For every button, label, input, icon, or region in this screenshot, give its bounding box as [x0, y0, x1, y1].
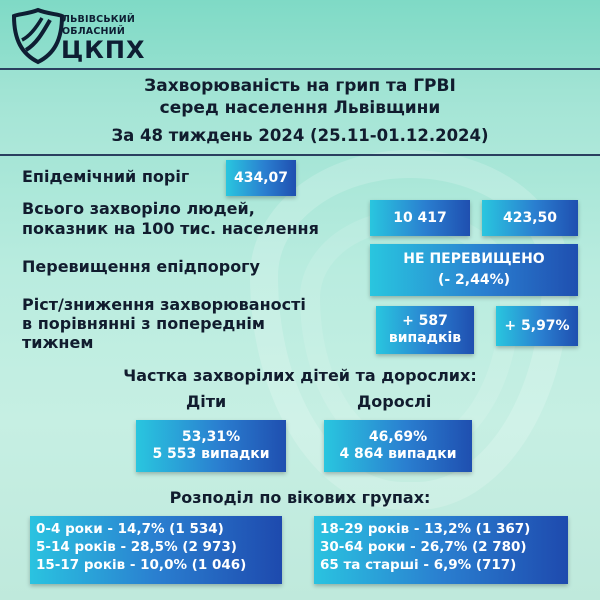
- title-line1: Захворюваність на грип та ГРВІ: [144, 76, 456, 96]
- age-group-row: 65 та старші - 6,9% (717): [320, 557, 517, 573]
- adults-percent: 46,69%: [368, 429, 428, 445]
- org-name-line1: ЛЬВІВСЬКИЙ: [62, 14, 136, 25]
- age-group-row: 30-64 роки - 26,7% (2 780): [320, 539, 527, 555]
- adults-cases: 4 864 випадки: [339, 446, 457, 462]
- change-label-line3: тижнем: [22, 333, 94, 352]
- org-abbreviation: ЦКПХ: [61, 36, 146, 64]
- title-band: [0, 68, 600, 156]
- period-title: За 48 тиждень 2024 (25.11-01.12.2024): [111, 126, 489, 145]
- change-cases-word: випадків: [388, 330, 462, 346]
- threshold-label: Епідемічний поріг: [22, 167, 190, 186]
- exceed-status-box: НЕ ПЕРЕВИЩЕНО (- 2,44%): [370, 244, 578, 296]
- total-label-line2: показник на 100 тис. населення: [22, 219, 319, 238]
- age-group-row: 5-14 років - 28,5% (2 973): [36, 539, 237, 555]
- age-groups-children-box: 0-4 роки - 14,7% (1 534) 5-14 років - 28…: [30, 516, 282, 584]
- title-line2: серед населення Львівщини: [159, 98, 441, 118]
- threshold-value: 434,07: [233, 169, 289, 186]
- change-label-line2: в порівнянні з попереднім: [22, 314, 265, 333]
- children-label: Діти: [186, 392, 227, 411]
- total-cases-box: 10 417: [370, 200, 470, 236]
- shield-logo-icon: [11, 7, 65, 65]
- total-label-line1: Всього захворіло людей,: [22, 199, 255, 218]
- adults-share-box: 46,69% 4 864 випадки: [324, 420, 472, 472]
- total-rate-box: 423,50: [482, 200, 578, 236]
- change-percent: + 5,97%: [504, 317, 570, 334]
- change-cases-box: + 587 випадків: [376, 306, 474, 354]
- age-group-row: 0-4 роки - 14,7% (1 534): [36, 521, 224, 537]
- share-heading: Частка захворілих дітей та дорослих:: [123, 366, 477, 385]
- age-groups-adults-box: 18-29 років - 13,2% (1 367) 30-64 роки -…: [314, 516, 568, 584]
- children-share-box: 53,31% 5 553 випадки: [136, 420, 286, 472]
- age-group-row: 15-17 років - 10,0% (1 046): [36, 557, 247, 573]
- threshold-value-box: 434,07: [226, 160, 296, 196]
- age-group-row: 18-29 років - 13,2% (1 367): [320, 521, 531, 537]
- adults-label: Дорослі: [357, 392, 432, 411]
- exceed-percent: (- 2,44%): [437, 272, 511, 288]
- exceed-status: НЕ ПЕРЕВИЩЕНО: [403, 251, 545, 267]
- change-cases-number: + 587: [402, 313, 448, 329]
- children-percent: 53,31%: [181, 429, 241, 445]
- change-label-line1: Ріст/зниження захворюваності: [22, 295, 306, 314]
- exceed-label: Перевищення епідпорогу: [22, 257, 260, 276]
- total-cases: 10 417: [393, 209, 447, 226]
- ages-heading: Розподіл по вікових групах:: [169, 488, 431, 507]
- change-percent-box: + 5,97%: [496, 306, 578, 346]
- total-rate: 423,50: [502, 209, 558, 226]
- org-name-line2: ОБЛАСНИЙ: [62, 26, 125, 37]
- children-cases: 5 553 випадки: [152, 446, 270, 462]
